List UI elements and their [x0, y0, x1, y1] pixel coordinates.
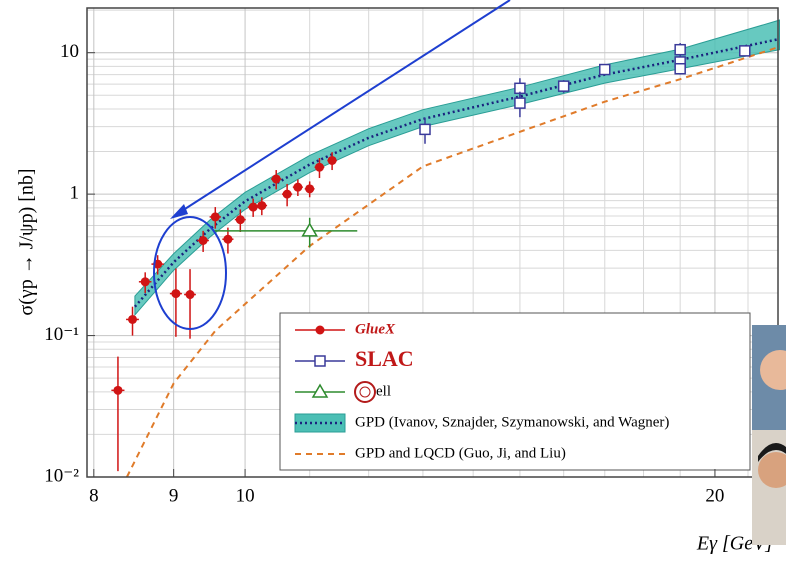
- logo-seal: [354, 381, 376, 403]
- legend-label: SLAC: [355, 346, 414, 371]
- point: [257, 201, 267, 211]
- point: [314, 355, 326, 367]
- y-tick-label: 1: [70, 182, 80, 203]
- point: [557, 80, 570, 92]
- y-tick-label: 10⁻²: [44, 465, 79, 486]
- y-tick-label: 10⁻¹: [44, 324, 79, 345]
- legend-label: GPD (Ivanov, Sznajder, Szymanowski, and …: [355, 414, 669, 430]
- point: [185, 290, 195, 300]
- point: [248, 202, 258, 212]
- photo-hair: [758, 443, 786, 462]
- y-tick-label: 10: [60, 41, 79, 62]
- legend: GlueX SLAC ell GPD (Ivanov, Sznajder, Szyma…: [279, 312, 751, 471]
- x-tick-label: 9: [169, 485, 179, 506]
- point: [113, 385, 123, 395]
- photo-face: [760, 350, 786, 390]
- point: [271, 174, 281, 184]
- point: [140, 277, 150, 287]
- point: [223, 234, 233, 244]
- point: [599, 63, 611, 76]
- point: [674, 62, 686, 75]
- point: [419, 123, 431, 136]
- point: [282, 189, 292, 199]
- point: [171, 289, 181, 299]
- y-axis-label: σ(γp → J/ψp) [nb]: [16, 168, 38, 315]
- point: [311, 383, 329, 398]
- legend-label: GlueX: [355, 321, 396, 337]
- band: [134, 19, 780, 317]
- photo-face: [758, 452, 786, 488]
- legend-label: GPD and LQCD (Guo, Ji, and Liu): [355, 445, 566, 461]
- x-tick-label: 10: [236, 485, 255, 506]
- point: [314, 162, 324, 172]
- point: [128, 314, 138, 324]
- x-tick-label: 8: [89, 485, 99, 506]
- plot-frame: [86, 7, 779, 478]
- photos: [752, 325, 786, 545]
- point: [301, 222, 318, 237]
- point: [514, 97, 526, 109]
- arrow-head: [170, 204, 188, 219]
- line: [126, 45, 780, 478]
- point: [235, 215, 245, 225]
- highlight-ellipse: [153, 216, 227, 330]
- point: [315, 325, 325, 335]
- point: [674, 43, 686, 56]
- logo-seal: [359, 386, 371, 398]
- point: [210, 212, 220, 222]
- point: [293, 182, 303, 192]
- annotation-arrow: [173, 0, 511, 217]
- point: [198, 236, 208, 246]
- point: [305, 184, 315, 194]
- x-tick-label: 20: [705, 485, 724, 506]
- point: [327, 155, 337, 165]
- point: [739, 45, 751, 57]
- legend-label: ell: [376, 383, 391, 399]
